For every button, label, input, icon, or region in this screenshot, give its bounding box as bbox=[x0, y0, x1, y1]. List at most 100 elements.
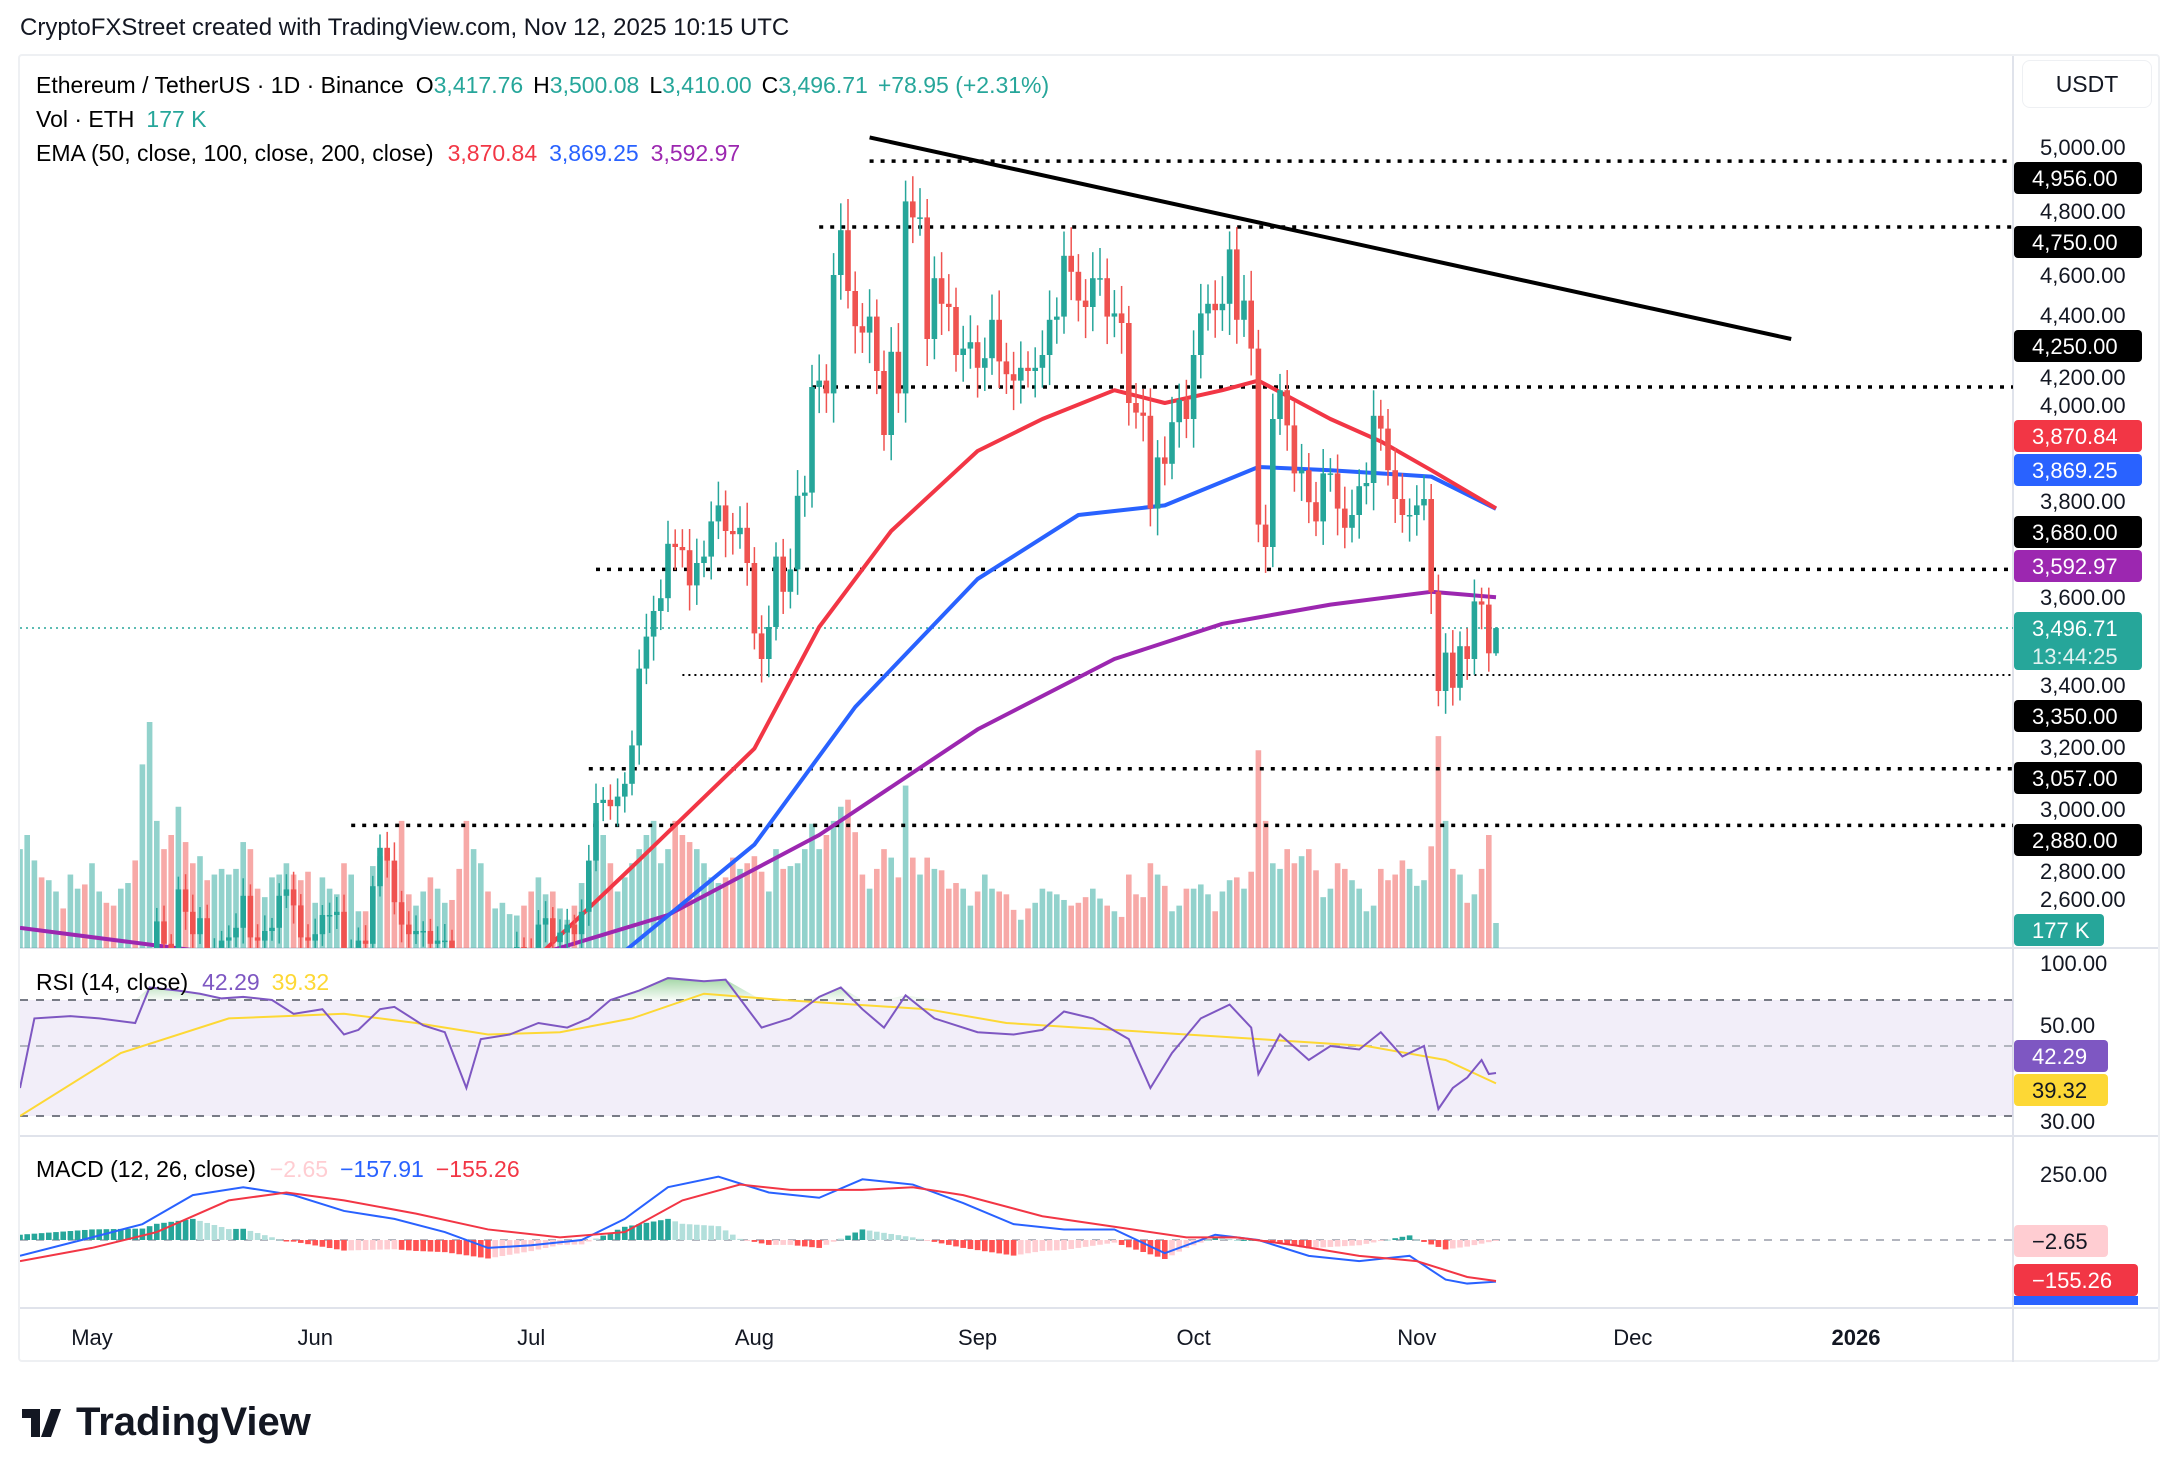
volume-tag-bg bbox=[2014, 914, 2104, 946]
volume-bar bbox=[211, 874, 218, 948]
volume-bar bbox=[701, 863, 707, 948]
volume-bar bbox=[1378, 868, 1384, 948]
candle-body bbox=[1104, 278, 1110, 317]
candle-body bbox=[1428, 499, 1434, 592]
volume-bar bbox=[974, 891, 981, 948]
macd-line bbox=[20, 1175, 1497, 1285]
candle-body bbox=[1284, 390, 1290, 426]
candle-body bbox=[334, 911, 340, 915]
rsi-pane bbox=[20, 977, 2013, 1117]
candle-body bbox=[24, 1184, 30, 1238]
candle-body bbox=[823, 380, 830, 394]
volume-bar bbox=[1471, 894, 1478, 948]
candle-body bbox=[1162, 457, 1168, 464]
macd-histogram-bar bbox=[1392, 1238, 1398, 1240]
ema200-line bbox=[20, 589, 1497, 948]
price-tag-bg bbox=[2014, 550, 2142, 582]
volume-bar bbox=[1032, 902, 1038, 948]
volume-bar bbox=[1068, 905, 1074, 948]
tradingview-logo[interactable]: TradingView bbox=[22, 1400, 311, 1445]
volume-bar bbox=[636, 849, 642, 948]
macd-histogram-bar bbox=[960, 1240, 966, 1248]
volume-bar bbox=[730, 857, 736, 948]
rsi-tag: 42.29 bbox=[2032, 1044, 2087, 1069]
candle-body bbox=[1169, 422, 1175, 464]
candle-body bbox=[852, 291, 858, 327]
macd-histogram-bar bbox=[269, 1237, 275, 1240]
candle-body bbox=[838, 230, 844, 275]
volume-bar bbox=[1486, 835, 1492, 948]
volume-bar bbox=[67, 874, 74, 948]
volume-bar bbox=[1464, 902, 1470, 948]
volume-bar bbox=[74, 888, 81, 948]
candle-body bbox=[1414, 505, 1420, 515]
candle-body bbox=[586, 860, 592, 912]
macd-histogram-bar bbox=[1234, 1240, 1240, 1241]
candle-body bbox=[946, 303, 952, 307]
candle-body bbox=[442, 940, 448, 943]
macd-histogram-bar bbox=[895, 1235, 902, 1240]
volume-bar bbox=[1262, 820, 1269, 948]
volume-bar bbox=[830, 820, 837, 948]
candle-body bbox=[766, 627, 772, 659]
volume-bar bbox=[168, 835, 174, 948]
candle-body bbox=[1270, 419, 1276, 547]
volume-bar bbox=[1154, 874, 1161, 948]
candle-body bbox=[1241, 300, 1247, 320]
candle-body bbox=[212, 953, 218, 955]
volume-bar bbox=[226, 874, 232, 948]
time-axis-label: Sep bbox=[958, 1325, 997, 1350]
macd-histogram-bar bbox=[1061, 1240, 1067, 1251]
macd-histogram-bar bbox=[1385, 1239, 1391, 1241]
candle-body bbox=[197, 918, 203, 935]
price-tag-bg bbox=[2014, 762, 2142, 794]
volume-bar bbox=[838, 806, 844, 948]
macd-histogram-bar bbox=[1298, 1240, 1305, 1248]
macd-histogram-bar bbox=[1270, 1240, 1276, 1243]
candle-body bbox=[715, 505, 722, 522]
ema-label: EMA (50, close, 100, close, 200, close) bbox=[36, 140, 434, 166]
macd-histogram-bar bbox=[456, 1240, 462, 1255]
macd-histogram-bar bbox=[1349, 1240, 1355, 1246]
macd-histogram-bar bbox=[53, 1232, 59, 1240]
macd-histogram-bar bbox=[967, 1240, 974, 1250]
macd-histogram-bar bbox=[658, 1220, 664, 1240]
volume-bar bbox=[1421, 880, 1427, 948]
price-tick: 4,600.00 bbox=[2040, 263, 2126, 288]
candle-body bbox=[326, 915, 333, 917]
price-tag-bg bbox=[2014, 516, 2142, 548]
candle-body bbox=[1183, 399, 1190, 419]
candle-body bbox=[1378, 415, 1384, 429]
macd-histogram-bar bbox=[766, 1240, 772, 1245]
macd-histogram-bar bbox=[247, 1230, 254, 1240]
macd-histogram-bar bbox=[46, 1232, 52, 1240]
candle-body bbox=[881, 371, 887, 435]
open-value: 3,417.76 bbox=[434, 72, 524, 98]
macd-histogram-bar bbox=[1334, 1240, 1341, 1247]
volume-bar bbox=[1003, 894, 1010, 948]
volume-bar bbox=[161, 849, 167, 948]
volume-bar bbox=[1205, 894, 1211, 948]
macd-histogram-bar bbox=[1363, 1240, 1370, 1244]
volume-bar bbox=[715, 883, 722, 948]
candle-body bbox=[391, 860, 398, 903]
macd-histogram-bar bbox=[118, 1228, 124, 1240]
currency-button[interactable]: USDT bbox=[2022, 60, 2152, 108]
macd-histogram-bar bbox=[470, 1240, 477, 1257]
candle-body bbox=[1442, 652, 1449, 691]
volume-bar bbox=[96, 891, 102, 948]
volume-bar bbox=[1406, 868, 1413, 948]
candle-body bbox=[161, 921, 167, 944]
macd-signal-value: −155.26 bbox=[436, 1156, 520, 1182]
candle-body bbox=[312, 934, 318, 941]
candle-body bbox=[398, 902, 405, 925]
macd-hist-tag-bg bbox=[2014, 1225, 2108, 1257]
volume-bar bbox=[816, 849, 822, 948]
macd-histogram-bar bbox=[276, 1239, 282, 1241]
macd-histogram-bar bbox=[715, 1226, 722, 1240]
candles bbox=[24, 176, 1499, 1238]
macd-histogram-bar bbox=[31, 1233, 38, 1240]
volume-bar bbox=[953, 883, 959, 948]
macd-tick: 250.00 bbox=[2040, 1162, 2107, 1187]
